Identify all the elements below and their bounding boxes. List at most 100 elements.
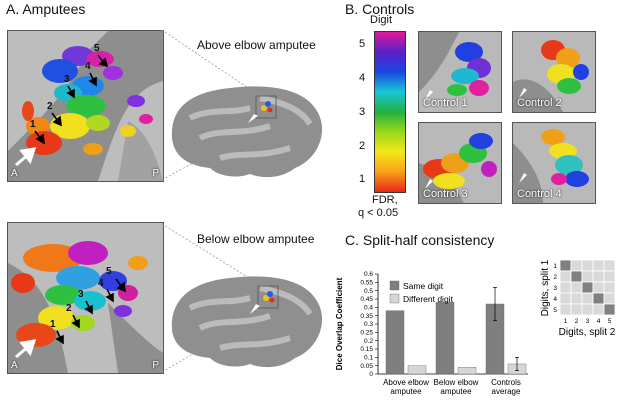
matrix-cell (603, 270, 616, 283)
matrix-cell (570, 303, 583, 316)
matrix-cell (603, 259, 616, 272)
above-digit-arrows (15, 54, 109, 167)
panel-a-title: A. Amputees (6, 1, 86, 17)
y-tick-label: 0.35 (360, 313, 373, 320)
matrix-row-label: 4 (553, 296, 557, 303)
category-label: amputee (440, 387, 472, 396)
matrix-y-label: Digits, split 1 (540, 259, 551, 316)
matrix-cell (592, 259, 605, 272)
matrix-x-label: Digits, split 2 (559, 327, 616, 338)
matrix-row-label: 2 (553, 274, 557, 281)
legend-label-0: Same digit (403, 281, 444, 291)
matrix-cell (581, 303, 594, 316)
matrix-cell (570, 292, 583, 305)
colorbar-tick-4: 4 (359, 72, 366, 84)
matrix-cell (581, 270, 594, 283)
matrix-cell (570, 281, 583, 294)
above-elbow-flatmap: 5 4 3 2 1 A P (7, 30, 164, 182)
matrix-col-label: 1 (564, 318, 568, 325)
above-elbow-brain (161, 29, 323, 181)
matrix-cell (592, 270, 605, 283)
matrix-cell (603, 292, 616, 305)
y-tick-label: 0.1 (364, 355, 373, 362)
matrix-cell (581, 259, 594, 272)
above-digit-label-1: 1 (30, 119, 36, 130)
below-elbow-brain (161, 223, 323, 373)
control-1-activation (419, 32, 491, 100)
control-3-activation (419, 133, 497, 203)
above-corner-anterior: A (11, 168, 18, 179)
colorbar-title: Digit (370, 14, 393, 26)
control-4-map: Control 4 (512, 122, 596, 204)
below-elbow-label: Below elbow amputee (197, 232, 315, 246)
matrix-col-label: 3 (586, 318, 590, 325)
control-1-map: Control 1 (418, 31, 502, 113)
matrix-cell (592, 281, 605, 294)
category-label: Controls (491, 378, 521, 387)
control-3-label: Control 3 (423, 188, 468, 200)
y-tick-label: 0.3 (364, 321, 373, 328)
dice-overlap-bar-chart: Dice Overlap Coefficient00.050.10.150.20… (335, 271, 528, 396)
category-label: average (492, 387, 521, 396)
control-2-activation (513, 40, 589, 112)
below-digit-label-4: 4 (98, 278, 104, 289)
below-digit-label-1: 1 (50, 319, 56, 330)
colorbar-tick-2: 2 (359, 140, 366, 152)
colorbar-tick-3: 3 (359, 106, 366, 118)
matrix-cell (570, 270, 583, 283)
below-white-arrow-icon (15, 339, 37, 359)
above-elbow-activation-map (8, 31, 163, 181)
below-digit-label-5: 5 (106, 266, 112, 277)
y-tick-label: 0.25 (360, 330, 373, 337)
matrix-cell (581, 281, 594, 294)
matrix-cell (592, 292, 605, 305)
y-tick-label: 0.45 (360, 296, 373, 303)
below-digit-arrows (15, 278, 126, 359)
legend-swatch-1 (389, 293, 400, 304)
legend-swatch-0 (389, 280, 400, 291)
matrix-cell (559, 259, 572, 272)
matrix-row-label: 1 (553, 263, 557, 270)
y-tick-label: 0.55 (360, 280, 373, 287)
matrix-row-label: 3 (553, 285, 557, 292)
colorbar-fdr-line1: FDR, (372, 194, 398, 206)
colorbar-tick-1: 1 (359, 173, 366, 185)
bar-0-0 (385, 310, 405, 375)
y-tick-label: 0.6 (364, 271, 373, 278)
control-4-label: Control 4 (517, 188, 562, 200)
y-tick-label: 0.5 (364, 288, 373, 295)
digit-colorbar (374, 31, 406, 193)
control-2-label: Control 2 (517, 97, 562, 109)
above-digit-label-3: 3 (64, 74, 70, 85)
matrix-cell (603, 303, 616, 316)
control-3-map: Control 3 (418, 122, 502, 204)
below-elbow-flatmap: 5 4 3 2 1 A P (7, 222, 164, 374)
above-corner-posterior: P (152, 168, 159, 179)
matrix-col-label: 2 (575, 318, 579, 325)
below-corner-posterior: P (152, 360, 159, 371)
matrix-cell (559, 281, 572, 294)
legend-label-1: Different digit (403, 294, 454, 304)
below-digit-label-3: 3 (78, 289, 84, 300)
matrix-col-label: 4 (597, 318, 601, 325)
matrix-col-label: 5 (608, 318, 612, 325)
matrix-cell (559, 292, 572, 305)
above-digit-label-5: 5 (94, 43, 100, 54)
matrix-cell (559, 303, 572, 316)
colorbar-tick-5: 5 (359, 38, 366, 50)
above-digit-label-2: 2 (47, 101, 53, 112)
category-label: Below elbow (434, 378, 479, 387)
y-tick-label: 0.05 (360, 363, 373, 370)
above-digit-label-4: 4 (85, 61, 91, 72)
matrix-row-label: 5 (553, 307, 557, 314)
control-2-map: Control 2 (512, 31, 596, 113)
y-tick-label: 0.15 (360, 346, 373, 353)
y-tick-label: 0.4 (364, 305, 373, 312)
colorbar-fdr-line2: q < 0.05 (358, 207, 399, 219)
above-elbow-label: Above elbow amputee (197, 38, 316, 52)
category-label: amputee (390, 387, 422, 396)
y-axis-label: Dice Overlap Coefficient (335, 277, 344, 370)
matrix-cell (592, 303, 605, 316)
bar-1-0 (407, 365, 427, 375)
below-corner-anterior: A (11, 360, 18, 371)
